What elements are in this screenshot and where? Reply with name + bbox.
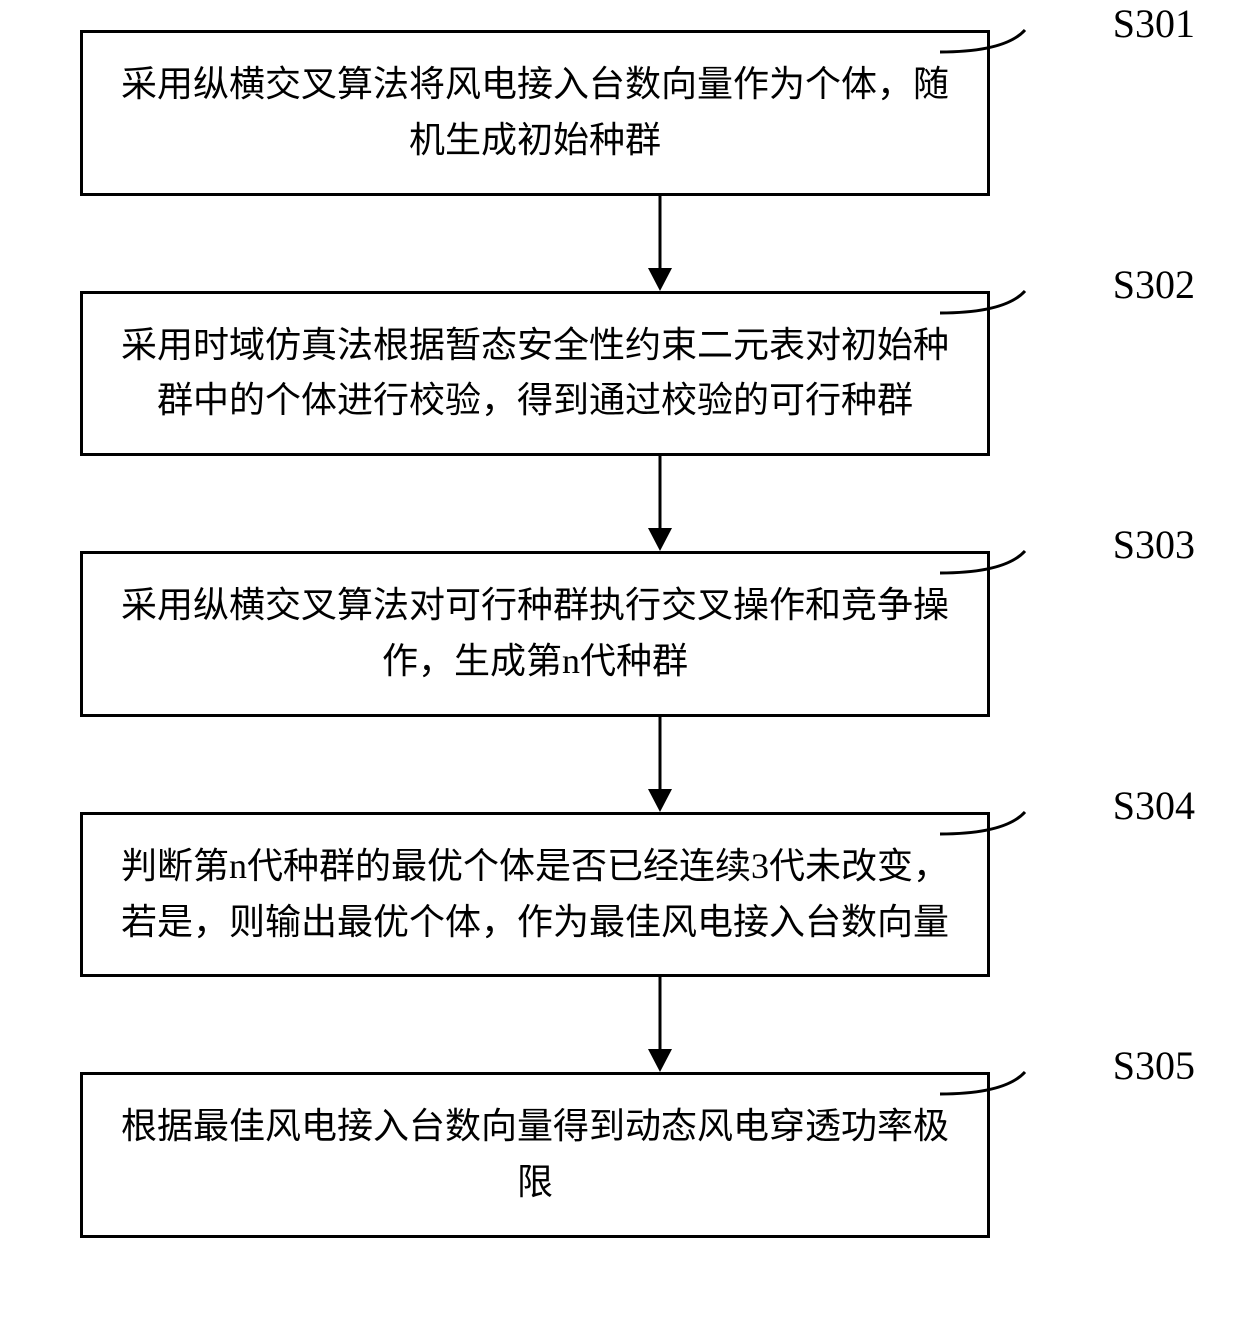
arrow-down-icon xyxy=(640,977,680,1072)
step-label: S305 xyxy=(1113,1042,1195,1089)
step-text: 采用纵横交叉算法对可行种群执行交叉操作和竞争操作，生成第n代种群 xyxy=(113,578,957,690)
step-box-s305: 根据最佳风电接入台数向量得到动态风电穿透功率极限 xyxy=(80,1072,990,1238)
step-row: 采用时域仿真法根据暂态安全性约束二元表对初始种群中的个体进行校验，得到通过校验的… xyxy=(0,291,1240,457)
step-row: 采用纵横交叉算法对可行种群执行交叉操作和竞争操作，生成第n代种群 S303 xyxy=(0,551,1240,717)
arrow-container xyxy=(205,456,1115,551)
step-box-s302: 采用时域仿真法根据暂态安全性约束二元表对初始种群中的个体进行校验，得到通过校验的… xyxy=(80,291,990,457)
step-box-s303: 采用纵横交叉算法对可行种群执行交叉操作和竞争操作，生成第n代种群 xyxy=(80,551,990,717)
step-label: S301 xyxy=(1113,0,1195,47)
step-text: 判断第n代种群的最优个体是否已经连续3代未改变，若是，则输出最优个体，作为最佳风… xyxy=(113,839,957,951)
arrow-container xyxy=(205,717,1115,812)
arrow-container xyxy=(205,977,1115,1072)
step-text: 根据最佳风电接入台数向量得到动态风电穿透功率极限 xyxy=(113,1099,957,1211)
step-text: 采用纵横交叉算法将风电接入台数向量作为个体，随机生成初始种群 xyxy=(113,57,957,169)
arrow-down-icon xyxy=(640,717,680,812)
step-row: 采用纵横交叉算法将风电接入台数向量作为个体，随机生成初始种群 S301 xyxy=(0,30,1240,196)
arrow-down-icon xyxy=(640,196,680,291)
step-label: S304 xyxy=(1113,782,1195,829)
step-box-s301: 采用纵横交叉算法将风电接入台数向量作为个体，随机生成初始种群 xyxy=(80,30,990,196)
flowchart-container: 采用纵横交叉算法将风电接入台数向量作为个体，随机生成初始种群 S301 采用时域… xyxy=(0,30,1240,1238)
step-label: S303 xyxy=(1113,521,1195,568)
step-label: S302 xyxy=(1113,261,1195,308)
step-text: 采用时域仿真法根据暂态安全性约束二元表对初始种群中的个体进行校验，得到通过校验的… xyxy=(113,318,957,430)
arrow-container xyxy=(205,196,1115,291)
step-box-s304: 判断第n代种群的最优个体是否已经连续3代未改变，若是，则输出最优个体，作为最佳风… xyxy=(80,812,990,978)
step-row: 根据最佳风电接入台数向量得到动态风电穿透功率极限 S305 xyxy=(0,1072,1240,1238)
step-row: 判断第n代种群的最优个体是否已经连续3代未改变，若是，则输出最优个体，作为最佳风… xyxy=(0,812,1240,978)
arrow-down-icon xyxy=(640,456,680,551)
